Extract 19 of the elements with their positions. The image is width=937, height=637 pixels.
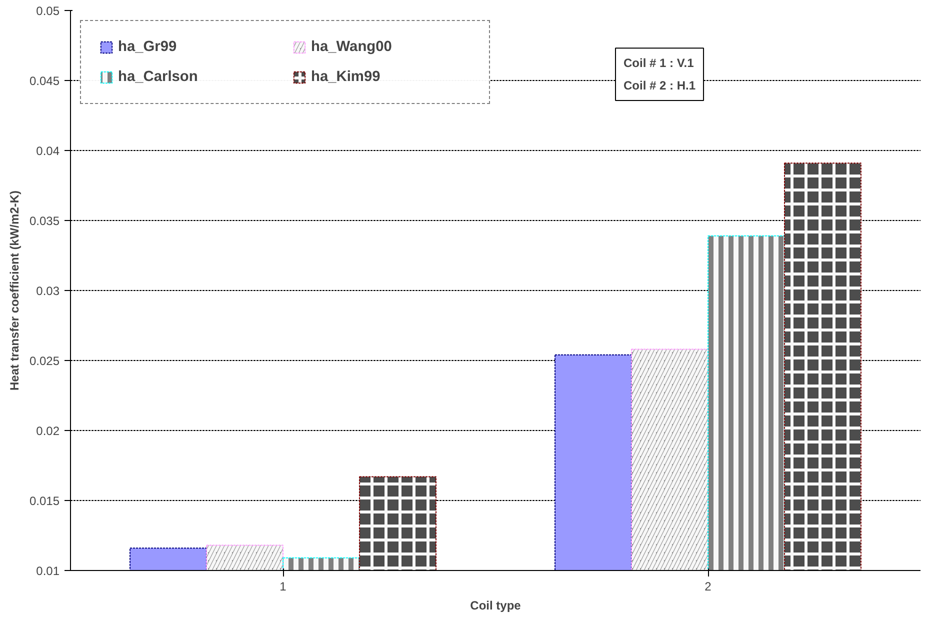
annotation: Coil # 2 : H.1	[624, 78, 696, 92]
y-axis-title: Heat transfer coefficient (kW/m2-K)	[7, 190, 22, 391]
y-tick-label: 0.015	[29, 494, 60, 508]
y-tick-label: 0.05	[36, 4, 60, 18]
x-axis-title: Coil type	[470, 598, 522, 612]
y-tick-label: 0.01	[36, 564, 60, 578]
y-tick-label: 0.025	[29, 354, 60, 368]
x-tick-label: 1	[280, 580, 287, 594]
y-tick-label: 0.02	[36, 424, 60, 438]
annotation: Coil # 1 : V.1	[624, 56, 694, 70]
legend-label: ha_Wang00	[311, 39, 393, 55]
x-tick-label: 2	[704, 580, 712, 594]
y-tick-label: 0.045	[29, 74, 60, 88]
y-tick-label: 0.03	[36, 284, 60, 298]
legend-label: ha_Carlson	[118, 69, 199, 85]
legend-label: ha_Kim99	[311, 69, 382, 85]
y-tick-label: 0.04	[36, 144, 60, 158]
legend-label: ha_Gr99	[118, 39, 178, 55]
y-tick-label: 0.035	[29, 214, 60, 228]
